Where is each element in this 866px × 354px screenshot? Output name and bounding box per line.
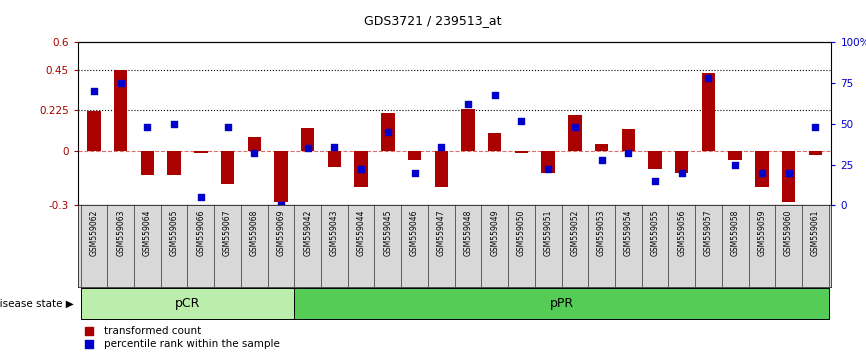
Point xyxy=(82,328,96,333)
Text: GSM559051: GSM559051 xyxy=(544,209,553,256)
Text: pPR: pPR xyxy=(549,297,573,310)
Bar xyxy=(221,151,234,184)
Bar xyxy=(675,151,688,173)
Point xyxy=(568,124,582,130)
Bar xyxy=(541,151,555,173)
Bar xyxy=(81,289,294,319)
Point xyxy=(648,178,662,184)
Point xyxy=(113,80,127,86)
Bar xyxy=(408,151,421,160)
Bar xyxy=(301,127,314,151)
Text: GSM559053: GSM559053 xyxy=(597,209,606,256)
Text: GSM559066: GSM559066 xyxy=(197,209,205,256)
Bar xyxy=(114,70,127,151)
Point xyxy=(782,170,796,176)
Text: percentile rank within the sample: percentile rank within the sample xyxy=(104,339,281,349)
Point xyxy=(248,150,262,156)
Text: GSM559069: GSM559069 xyxy=(276,209,286,256)
Text: GSM559054: GSM559054 xyxy=(624,209,633,256)
Bar xyxy=(568,115,582,151)
Text: pCR: pCR xyxy=(175,297,200,310)
Text: GSM559047: GSM559047 xyxy=(436,209,446,256)
Text: GSM559058: GSM559058 xyxy=(731,209,740,256)
Bar xyxy=(354,151,368,187)
Point xyxy=(274,202,288,208)
Point xyxy=(514,118,528,124)
Point xyxy=(435,144,449,149)
Text: GSM559043: GSM559043 xyxy=(330,209,339,256)
Bar xyxy=(622,129,635,151)
Point xyxy=(354,167,368,172)
Bar xyxy=(194,151,208,153)
Text: GSM559067: GSM559067 xyxy=(223,209,232,256)
Point xyxy=(82,341,96,347)
Point xyxy=(701,75,715,81)
Text: GSM559050: GSM559050 xyxy=(517,209,526,256)
Text: GSM559061: GSM559061 xyxy=(811,209,820,256)
Bar xyxy=(327,151,341,167)
Bar xyxy=(275,151,288,202)
Text: GSM559060: GSM559060 xyxy=(784,209,793,256)
Bar xyxy=(728,151,742,160)
Bar xyxy=(595,144,608,151)
Bar xyxy=(294,289,829,319)
Text: GSM559044: GSM559044 xyxy=(357,209,365,256)
Bar xyxy=(248,137,261,151)
Text: GSM559046: GSM559046 xyxy=(410,209,419,256)
Bar xyxy=(755,151,769,187)
Point xyxy=(140,124,154,130)
Point xyxy=(194,194,208,200)
Text: GSM559049: GSM559049 xyxy=(490,209,499,256)
Text: GSM559063: GSM559063 xyxy=(116,209,126,256)
Bar xyxy=(488,133,501,151)
Point xyxy=(381,129,395,135)
Bar xyxy=(435,151,448,187)
Text: disease state ▶: disease state ▶ xyxy=(0,298,74,309)
Text: GDS3721 / 239513_at: GDS3721 / 239513_at xyxy=(365,13,501,27)
Point xyxy=(622,150,636,156)
Bar xyxy=(809,151,822,155)
Text: GSM559056: GSM559056 xyxy=(677,209,686,256)
Point xyxy=(167,121,181,127)
Point xyxy=(221,124,235,130)
Point xyxy=(595,157,609,162)
Text: GSM559057: GSM559057 xyxy=(704,209,713,256)
Text: GSM559064: GSM559064 xyxy=(143,209,152,256)
Bar xyxy=(701,73,715,151)
Text: GSM559059: GSM559059 xyxy=(758,209,766,256)
Point xyxy=(301,145,314,151)
Bar xyxy=(462,109,475,151)
Bar xyxy=(514,151,528,153)
Point xyxy=(327,144,341,149)
Point xyxy=(461,102,475,107)
Point xyxy=(808,124,822,130)
Bar xyxy=(140,151,154,175)
Text: GSM559068: GSM559068 xyxy=(249,209,259,256)
Text: GSM559045: GSM559045 xyxy=(384,209,392,256)
Point xyxy=(408,170,422,176)
Text: GSM559062: GSM559062 xyxy=(89,209,99,256)
Text: GSM559042: GSM559042 xyxy=(303,209,313,256)
Point xyxy=(675,170,688,176)
Point xyxy=(541,167,555,172)
Bar xyxy=(87,111,100,151)
Text: GSM559048: GSM559048 xyxy=(463,209,473,256)
Text: GSM559055: GSM559055 xyxy=(650,209,660,256)
Bar xyxy=(167,151,181,175)
Text: GSM559052: GSM559052 xyxy=(571,209,579,256)
Bar xyxy=(381,113,395,151)
Bar xyxy=(782,151,795,202)
Bar xyxy=(649,151,662,169)
Point xyxy=(87,88,101,94)
Point xyxy=(728,162,742,167)
Point xyxy=(755,170,769,176)
Point xyxy=(488,92,501,97)
Text: transformed count: transformed count xyxy=(104,326,202,336)
Text: GSM559065: GSM559065 xyxy=(170,209,178,256)
